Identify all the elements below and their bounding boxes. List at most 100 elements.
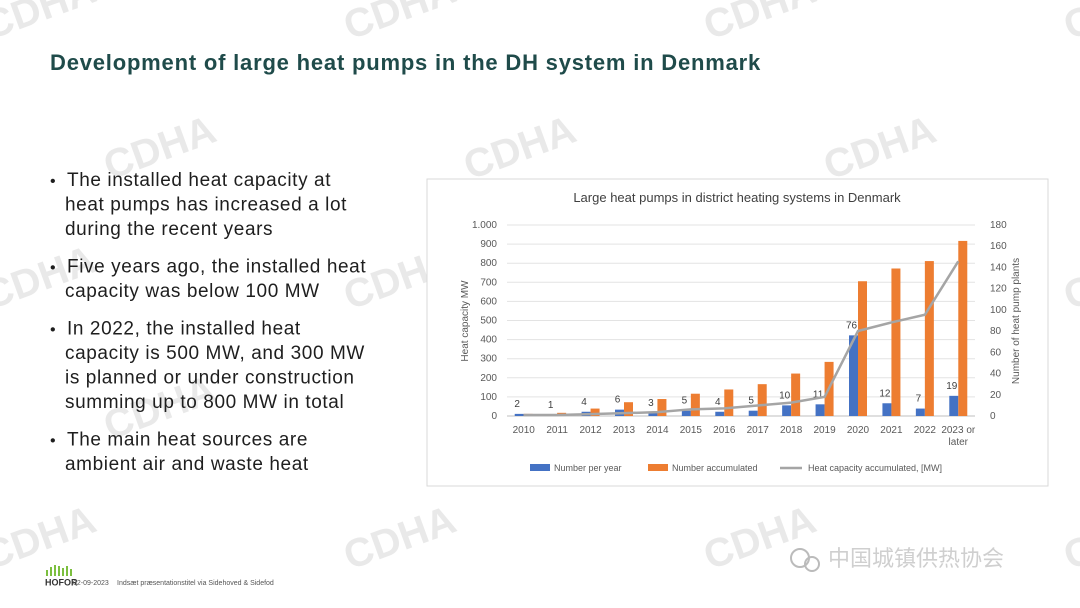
bar: [858, 281, 867, 416]
bullet-text: is planned or under construction: [65, 368, 355, 389]
bar: [648, 412, 658, 416]
bullet-dot: •: [50, 173, 56, 190]
watermark: CDHA: [1058, 238, 1080, 319]
y-tick-label: 500: [480, 316, 497, 327]
data-label: 4: [581, 397, 587, 408]
bar: [958, 240, 968, 416]
bullet-text: during the recent years: [65, 219, 273, 240]
bar: [815, 404, 825, 416]
data-label: 11: [813, 389, 824, 400]
bar: [748, 410, 758, 416]
bar: [924, 261, 934, 416]
watermark: CDHA: [0, 498, 102, 579]
bar: [724, 389, 734, 416]
bar: [690, 393, 700, 416]
legend-swatch: [530, 464, 550, 471]
chart-frame: [426, 178, 1049, 487]
watermark: CDHA: [0, 0, 102, 48]
y-tick-label: 700: [480, 277, 497, 288]
chart: Large heat pumps in district heating sys…: [460, 190, 1022, 473]
bullet-text: In 2022, the installed heat: [67, 319, 301, 340]
watermark: CDHA: [1058, 498, 1080, 579]
y2-tick-label: 140: [990, 262, 1007, 273]
bullet-text: The installed heat capacity at: [67, 170, 331, 191]
bullet-text: heat pumps has increased a lot: [65, 195, 347, 216]
bullet-list: • The installed heat capacity at heat pump…: [50, 170, 366, 475]
bullet-text: ambient air and waste heat: [65, 454, 309, 475]
y-tick-label: 1.000: [472, 220, 497, 231]
x-tick-label: 2020: [847, 425, 870, 436]
y2-tick-label: 80: [990, 326, 1002, 337]
y2-axis-title: Number of heat pump plants: [1011, 258, 1022, 384]
logo-mark: [46, 565, 72, 576]
y2-tick-label: 160: [990, 241, 1007, 252]
bar: [624, 402, 633, 416]
wechat-icon: [790, 548, 810, 568]
bullet-text: The main heat sources are: [67, 430, 308, 451]
footer: HOFOR 02-09-2023 Indsæt præsentationstit…: [45, 565, 274, 587]
y-tick-label: 100: [480, 392, 497, 403]
watermark: CDHA: [0, 238, 102, 319]
bullet-dot: •: [50, 260, 56, 277]
x-tick-label: 2021: [880, 425, 903, 436]
y-tick-label: 400: [480, 335, 497, 346]
data-label: 5: [748, 396, 754, 407]
logo: HOFOR: [45, 577, 78, 587]
x-tick-label: 2011: [546, 425, 568, 436]
y-tick-label: 0: [491, 411, 497, 422]
data-label: 1: [548, 400, 554, 411]
data-label: 5: [682, 396, 688, 407]
x-tick-label: 2013: [613, 425, 636, 436]
y-tick-label: 300: [480, 354, 497, 365]
data-label: 3: [648, 398, 654, 409]
bar: [915, 408, 925, 416]
bar: [849, 335, 858, 416]
wechat-label: 中国城镇供热协会: [828, 546, 1004, 571]
data-label: 4: [715, 397, 721, 408]
data-label: 19: [946, 381, 958, 392]
watermark: CDHA: [338, 498, 462, 579]
y2-tick-label: 40: [990, 369, 1002, 380]
data-label: 7: [916, 394, 922, 405]
x-tick-label: 2017: [747, 425, 770, 436]
x-tick-label: 2010: [513, 425, 536, 436]
bar: [590, 408, 600, 416]
footer-text: Indsæt præsentationstitel via Sidehoved …: [117, 580, 274, 587]
bar: [782, 405, 792, 416]
legend-label: Heat capacity accumulated, [MW]: [808, 463, 942, 473]
bar: [681, 410, 691, 416]
bar: [882, 403, 892, 416]
watermark: CDHA: [458, 108, 582, 189]
data-label: 12: [879, 388, 891, 399]
bar: [757, 384, 767, 416]
x-tick-label: 2012: [579, 425, 602, 436]
y2-tick-label: 120: [990, 284, 1007, 295]
bullet-dot: •: [50, 322, 56, 339]
x-tick-label: 2019: [813, 425, 836, 436]
legend-swatch: [648, 464, 668, 471]
y-tick-label: 900: [480, 239, 497, 250]
x-tick-label: 2015: [680, 425, 703, 436]
x-tick-label: 2023 or later: [941, 425, 976, 448]
bullet-text: summing up to 800 MW in total: [65, 392, 344, 413]
y2-tick-label: 180: [990, 220, 1007, 231]
line: [523, 260, 960, 417]
wechat-icon: [804, 556, 820, 572]
legend-label: Number accumulated: [672, 463, 758, 473]
x-tick-label: 2022: [914, 425, 937, 436]
y-tick-label: 600: [480, 296, 497, 307]
x-tick-label: 2016: [713, 425, 736, 436]
y-axis-title: Heat capacity MW: [460, 280, 471, 362]
slide-title: Development of large heat pumps in the D…: [50, 50, 761, 75]
x-tick-label: 2014: [646, 425, 669, 436]
y-tick-label: 200: [480, 373, 497, 384]
bar: [715, 411, 725, 416]
x-tick-label: 2018: [780, 425, 803, 436]
legend-label: Number per year: [554, 463, 622, 473]
bullet-text: capacity is 500 MW, and 300 MW: [65, 343, 365, 364]
chart-title: Large heat pumps in district heating sys…: [573, 190, 901, 205]
watermark: CDHA: [1058, 0, 1080, 48]
data-label: 76: [846, 320, 858, 331]
